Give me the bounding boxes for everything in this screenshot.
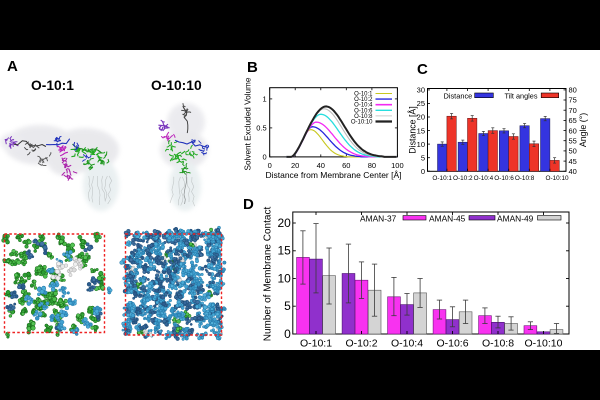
svg-text:O-10:1: O-10:1 [432, 175, 452, 182]
svg-text:25: 25 [417, 99, 425, 108]
svg-text:45: 45 [569, 157, 577, 166]
svg-text:B: B [247, 59, 258, 76]
svg-text:O-10:6: O-10:6 [436, 338, 468, 350]
svg-text:20: 20 [277, 216, 291, 230]
svg-text:O-10:10: O-10:10 [151, 78, 202, 93]
svg-text:5: 5 [421, 153, 425, 162]
svg-text:O-10:10: O-10:10 [525, 338, 563, 350]
svg-text:O-10:4: O-10:4 [474, 175, 494, 182]
svg-text:60: 60 [569, 126, 577, 135]
svg-text:Distance from Membrane Center: Distance from Membrane Center [Å] [265, 170, 401, 180]
svg-text:O-10:4: O-10:4 [354, 103, 373, 109]
svg-text:O-10:1: O-10:1 [31, 78, 74, 93]
svg-text:1: 1 [263, 94, 267, 103]
svg-text:O-10:1: O-10:1 [354, 92, 373, 98]
svg-text:60: 60 [342, 161, 350, 170]
svg-text:O-10:4: O-10:4 [391, 338, 423, 350]
svg-text:15: 15 [417, 126, 425, 135]
svg-text:10: 10 [417, 140, 425, 149]
svg-text:O-10:10: O-10:10 [351, 120, 373, 126]
svg-text:O-10:6: O-10:6 [354, 108, 373, 114]
svg-text:Number of Membrane Contact: Number of Membrane Contact [263, 207, 274, 342]
svg-text:C: C [417, 61, 428, 78]
svg-text:40: 40 [569, 167, 577, 176]
svg-text:O-10:8: O-10:8 [354, 114, 373, 120]
svg-text:AMAN-49: AMAN-49 [497, 214, 534, 224]
svg-text:O-10:2: O-10:2 [354, 97, 373, 103]
svg-text:65: 65 [569, 116, 577, 125]
svg-text:0: 0 [263, 152, 267, 161]
svg-text:20: 20 [291, 161, 299, 170]
svg-text:Distance: Distance [444, 91, 473, 100]
svg-text:0: 0 [421, 167, 425, 176]
svg-text:O-10:2: O-10:2 [453, 175, 473, 182]
svg-text:0.5: 0.5 [256, 123, 266, 132]
svg-text:Distance [Å]: Distance [Å] [408, 106, 418, 153]
svg-text:O-10:10: O-10:10 [546, 175, 570, 182]
svg-text:Tilt angles: Tilt angles [505, 91, 538, 100]
svg-text:80: 80 [569, 86, 577, 95]
svg-text:30: 30 [417, 86, 425, 95]
svg-text:O-10:1: O-10:1 [300, 338, 332, 350]
svg-text:Solvent Excluded Volume: Solvent Excluded Volume [244, 77, 253, 170]
svg-text:0: 0 [284, 327, 291, 341]
svg-text:100: 100 [391, 161, 404, 170]
svg-text:75: 75 [569, 96, 577, 105]
svg-text:O-10:6: O-10:6 [494, 175, 514, 182]
svg-text:5: 5 [284, 299, 291, 313]
svg-text:Angle (°): Angle (°) [578, 113, 588, 147]
svg-text:O-10:8: O-10:8 [482, 338, 514, 350]
svg-text:O-10:2: O-10:2 [345, 338, 377, 350]
svg-text:80: 80 [368, 161, 376, 170]
svg-text:D: D [243, 196, 254, 213]
svg-text:40: 40 [317, 161, 325, 170]
svg-text:A: A [7, 58, 18, 75]
svg-text:70: 70 [569, 106, 577, 115]
svg-text:10: 10 [277, 271, 291, 285]
svg-text:55: 55 [569, 136, 577, 145]
svg-text:0: 0 [268, 161, 272, 170]
svg-text:50: 50 [569, 147, 577, 156]
svg-text:O-10:8: O-10:8 [515, 175, 535, 182]
svg-text:AMAN-37: AMAN-37 [360, 214, 397, 224]
svg-text:AMAN-45: AMAN-45 [429, 214, 466, 224]
svg-text:20: 20 [417, 113, 425, 122]
svg-text:15: 15 [277, 244, 291, 258]
